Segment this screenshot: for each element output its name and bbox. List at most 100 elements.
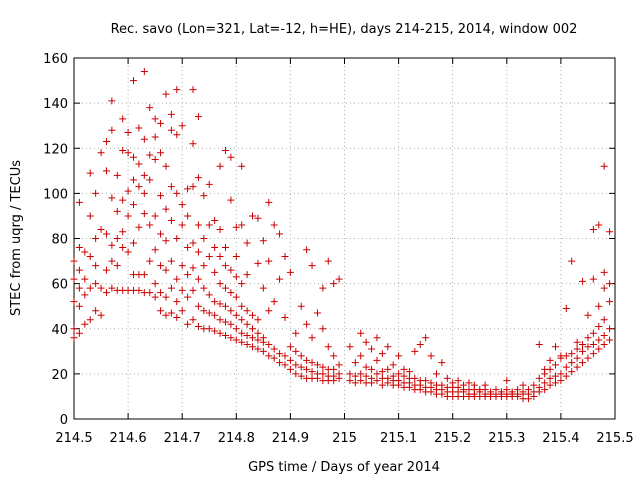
data-point-marker: [189, 286, 197, 294]
data-point-marker: [108, 284, 116, 292]
data-point-marker: [216, 225, 224, 233]
data-point-marker: [189, 140, 197, 148]
data-point-marker: [146, 257, 154, 265]
data-point-marker: [227, 266, 235, 274]
data-point-marker: [411, 347, 419, 355]
data-point-marker: [221, 318, 229, 326]
data-point-marker: [303, 356, 311, 364]
data-point-marker: [584, 311, 592, 319]
data-point-marker: [173, 235, 181, 242]
data-point-marker: [178, 122, 186, 130]
data-point-marker: [238, 338, 246, 346]
data-point-marker: [216, 253, 224, 261]
data-point-marker: [157, 307, 165, 315]
data-point-marker: [75, 329, 83, 337]
x-tick-label: 215.3: [488, 431, 525, 446]
data-point-marker: [454, 377, 462, 385]
data-point-marker: [422, 334, 430, 342]
data-point-marker: [551, 379, 559, 387]
data-point-marker: [200, 235, 208, 242]
data-point-marker: [335, 275, 343, 283]
data-point-marker: [157, 230, 165, 238]
data-point-marker: [568, 359, 576, 367]
data-point-marker: [514, 386, 522, 394]
data-point-marker: [346, 343, 354, 351]
data-point-marker: [178, 201, 186, 209]
data-point-marker: [249, 311, 257, 319]
data-point-marker: [211, 298, 219, 306]
data-point-marker: [411, 374, 419, 382]
data-point-marker: [600, 341, 608, 349]
data-point-marker: [265, 352, 273, 360]
data-point-marker: [70, 275, 78, 283]
data-point-marker: [135, 183, 143, 191]
data-point-marker: [86, 253, 94, 261]
data-point-marker: [119, 196, 127, 204]
data-point-marker: [254, 259, 262, 267]
data-point-marker: [162, 266, 170, 274]
data-point-marker: [70, 298, 78, 306]
data-point-marker: [373, 377, 381, 385]
data-point-marker: [243, 239, 251, 247]
data-point-marker: [194, 221, 202, 229]
data-point-marker: [362, 338, 370, 346]
data-point-marker: [508, 388, 516, 396]
data-point-marker: [194, 248, 202, 256]
data-point-marker: [519, 388, 527, 396]
data-point-marker: [70, 325, 78, 333]
data-point-marker: [232, 325, 240, 333]
data-point-marker: [205, 309, 213, 317]
data-point-marker: [146, 176, 154, 184]
y-tick-label: 140: [43, 97, 68, 112]
data-point-marker: [405, 368, 413, 376]
data-point-marker: [606, 280, 614, 288]
data-point-marker: [211, 311, 219, 319]
data-point-marker: [119, 244, 127, 252]
data-point-marker: [151, 156, 159, 164]
data-point-marker: [205, 180, 213, 188]
data-point-marker: [606, 336, 614, 344]
data-point-marker: [227, 334, 235, 342]
data-point-marker: [589, 275, 597, 283]
data-point-marker: [194, 302, 202, 310]
y-axis-label: STEC from uqrg / TECUs: [9, 160, 24, 316]
chart-title: Rec. savo (Lon=321, Lat=-12, h=HE), days…: [111, 22, 578, 37]
data-point-marker: [270, 298, 278, 306]
data-point-marker: [205, 291, 213, 299]
data-point-marker: [178, 262, 186, 270]
y-tick-label: 100: [43, 187, 68, 202]
data-point-marker: [562, 363, 570, 371]
data-point-marker: [140, 189, 148, 197]
data-point-marker: [573, 363, 581, 371]
x-axis-label: GPS time / Days of year 2014: [248, 460, 440, 475]
data-point-marker: [308, 262, 316, 270]
data-point-marker: [243, 307, 251, 315]
data-point-marker: [130, 77, 138, 85]
data-point-marker: [606, 325, 614, 333]
data-point-marker: [270, 354, 278, 362]
data-point-marker: [249, 343, 257, 351]
data-point-marker: [579, 347, 587, 355]
data-point-marker: [194, 113, 202, 121]
data-point-marker: [86, 169, 94, 177]
data-point-marker: [297, 372, 305, 380]
data-point-marker: [173, 313, 181, 321]
data-point-marker: [600, 284, 608, 292]
data-point-marker: [146, 104, 154, 112]
data-point-marker: [92, 280, 100, 288]
data-point-marker: [70, 257, 78, 265]
data-point-marker: [254, 316, 262, 324]
data-point-marker: [541, 379, 549, 387]
data-point-marker: [184, 293, 192, 301]
data-point-marker: [92, 235, 100, 242]
y-tick-label: 0: [60, 413, 68, 428]
data-point-marker: [151, 293, 159, 301]
data-point-marker: [454, 383, 462, 391]
data-point-marker: [584, 354, 592, 362]
data-point-marker: [81, 320, 89, 328]
y-tick-label: 160: [43, 52, 68, 67]
data-point-marker: [151, 280, 159, 288]
grid-lines: [74, 58, 615, 419]
data-point-marker: [384, 374, 392, 382]
